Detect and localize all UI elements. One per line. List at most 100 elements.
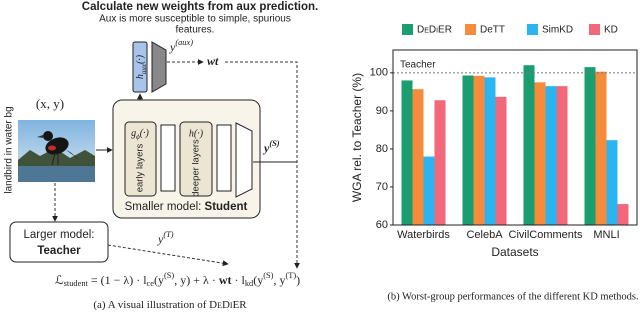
text-part: (y <box>253 273 263 287</box>
text-part: kd <box>245 279 254 288</box>
arrow <box>225 61 300 269</box>
text-part: (S) <box>269 139 279 148</box>
text-part: = (1 − λ) · <box>88 273 143 287</box>
text-part: DeDiER <box>209 299 247 311</box>
bar <box>595 71 607 225</box>
bar <box>584 67 596 225</box>
reference-label: Teacher <box>400 59 436 70</box>
teacher-output-label: y(T) <box>157 230 174 246</box>
x-tick-label: CelebA <box>466 229 503 241</box>
plot-frame <box>392 49 638 226</box>
bar <box>617 204 629 225</box>
text-part: y <box>262 141 270 155</box>
student-name: Student <box>205 201 248 213</box>
layer <box>160 124 176 192</box>
teacher-box <box>9 221 109 263</box>
text-part: ce <box>147 279 155 288</box>
text-part: y <box>169 40 176 54</box>
bar <box>484 77 496 226</box>
text-part: y <box>157 232 164 246</box>
bar <box>534 82 546 225</box>
deeper-layers-label: deeper layers <box>191 139 202 197</box>
bar <box>462 75 474 225</box>
legend-label: SimKD <box>542 25 573 36</box>
deep-fn-label: h(·) <box>189 128 204 139</box>
bird-image <box>18 120 95 182</box>
bar <box>523 65 535 225</box>
layer <box>216 124 232 192</box>
bar-chart: 60 70 80 90 100 Waterbirds CelebA CivilComments… <box>350 24 639 302</box>
legend-label: KD <box>604 25 618 36</box>
input-label: (x, y) <box>36 96 64 111</box>
text-part: (·) <box>140 128 150 139</box>
bar <box>495 96 507 225</box>
x-tick-label: Waterbirds <box>397 229 450 241</box>
diagram-subtitle: Aux is more susceptible to simple, spuri… <box>99 14 291 25</box>
legend-label: DeDiER <box>417 25 452 36</box>
bar <box>434 100 446 225</box>
y-tick-label: 70 <box>376 181 388 193</box>
legend-swatch <box>465 24 476 35</box>
legend-swatch <box>402 24 413 35</box>
output-layer <box>235 122 253 198</box>
bar <box>556 86 568 226</box>
arrow <box>107 244 229 267</box>
bar <box>606 140 618 225</box>
text-part: (y <box>154 273 164 287</box>
bar <box>473 75 485 225</box>
y-tick-label: 60 <box>376 219 388 231</box>
text-part: ) <box>296 273 300 287</box>
text-part: · <box>231 273 241 287</box>
bar <box>401 80 413 225</box>
text-part: , y <box>273 273 285 287</box>
legend-label: DeTT <box>480 25 505 36</box>
text-part: h <box>135 74 146 79</box>
text-part: (S) <box>164 271 174 280</box>
teacher-prefix: Larger model: <box>24 229 95 241</box>
image-label: landbird in water bg <box>4 106 15 193</box>
y-tick-label: 90 <box>376 105 388 117</box>
early-fn-label: gϕ(·) <box>131 128 149 140</box>
text-part: (T) <box>163 230 173 239</box>
legend-swatch <box>527 24 538 35</box>
student-output-label: y(S) <box>262 139 280 155</box>
x-tick-label: MNLI <box>593 229 619 241</box>
y-tick-label: 100 <box>370 67 388 79</box>
text-part: (T) <box>285 271 296 280</box>
diagram-title: Calculate new weights from aux predictio… <box>82 1 318 13</box>
text-part: , y) + λ · <box>174 273 219 287</box>
loss-formula: ℒstudent = (1 − λ) · lce(y(S), y) + λ · … <box>55 271 300 288</box>
text-part: student <box>64 279 89 288</box>
student-caption: Smaller model: Student <box>125 201 248 213</box>
text-part: (·) <box>135 54 146 64</box>
text-part: l <box>143 273 147 287</box>
bar <box>545 86 557 226</box>
teacher-name: Teacher <box>37 245 81 257</box>
bar <box>412 89 424 225</box>
caption-a: (a) A visual illustration of DeDiER <box>93 299 247 311</box>
text-part: wt <box>219 273 232 287</box>
text-part: (a) A visual illustration of <box>93 299 209 311</box>
text-part: aux <box>140 63 148 74</box>
caption-b: (b) Worst-group performances of the diff… <box>387 291 638 302</box>
bar <box>423 156 435 225</box>
y-axis-label: WGA rel. to Teacher (%) <box>350 73 364 202</box>
student-prefix: Smaller model: <box>125 201 205 213</box>
legend-swatch <box>589 24 600 35</box>
text-part: l <box>241 273 245 287</box>
text-part: (aux) <box>175 38 193 47</box>
x-axis-label: Datasets <box>491 245 538 259</box>
aux-output-label: y(aux) <box>169 38 193 54</box>
text-part: (S) <box>263 271 273 280</box>
aux-output-layer <box>151 41 167 93</box>
text-part: ϕ <box>136 133 140 141</box>
text-part: g <box>131 128 136 139</box>
text-part: ℒ <box>55 273 64 287</box>
x-tick-label: CivilComments <box>509 229 583 241</box>
weight-label: wt <box>207 54 219 68</box>
aux-head-box <box>132 41 148 93</box>
early-layers-box <box>124 121 157 197</box>
y-tick-label: 80 <box>376 143 388 155</box>
aux-head-label: haux(·) <box>135 54 147 79</box>
